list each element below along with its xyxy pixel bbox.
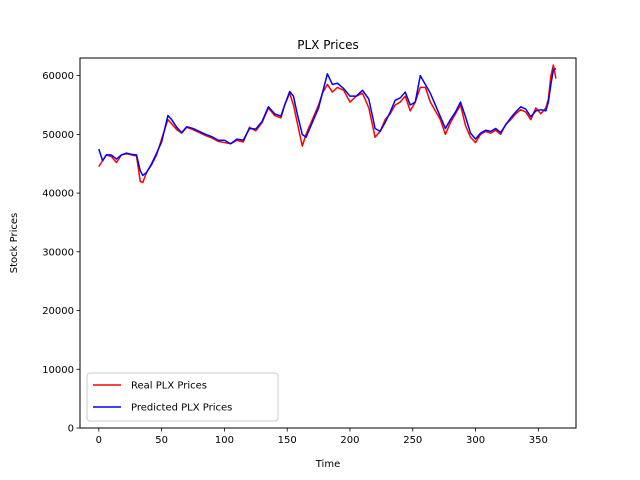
y-tick-label: 10000 xyxy=(42,365,74,376)
x-tick-label: 100 xyxy=(215,435,234,446)
y-axis: 0 10000 20000 30000 40000 50000 60000 xyxy=(42,71,80,435)
x-tick-label: 300 xyxy=(466,435,485,446)
legend-box xyxy=(86,372,279,422)
y-axis-label: Stock Prices xyxy=(9,213,20,273)
chart-title: PLX Prices xyxy=(297,38,358,52)
x-tick-label: 200 xyxy=(340,435,359,446)
plot-area xyxy=(79,57,577,429)
legend-label: Real PLX Prices xyxy=(131,381,207,392)
plot-frame xyxy=(79,57,577,429)
x-axis: 0 50 100 150 200 250 300 350 xyxy=(96,428,548,446)
series-line-predicted xyxy=(98,67,557,177)
series-line-real xyxy=(98,64,557,184)
y-tick-label: 30000 xyxy=(42,247,74,258)
x-tick-label: 250 xyxy=(403,435,422,446)
series-layer xyxy=(98,64,557,184)
x-axis-label: Time xyxy=(315,459,340,470)
legend-label: Predicted PLX Prices xyxy=(131,403,232,414)
x-tick-label: 0 xyxy=(96,435,102,446)
y-tick-label: 50000 xyxy=(42,130,74,141)
legend: Real PLX Prices Predicted PLX Prices xyxy=(86,372,279,422)
x-tick-label: 350 xyxy=(529,435,548,446)
y-tick-label: 40000 xyxy=(42,189,74,200)
y-tick-label: 20000 xyxy=(42,306,74,317)
x-tick-label: 50 xyxy=(155,435,168,446)
y-tick-label: 60000 xyxy=(42,71,74,82)
y-tick-label: 0 xyxy=(68,424,74,435)
x-tick-label: 150 xyxy=(278,435,297,446)
